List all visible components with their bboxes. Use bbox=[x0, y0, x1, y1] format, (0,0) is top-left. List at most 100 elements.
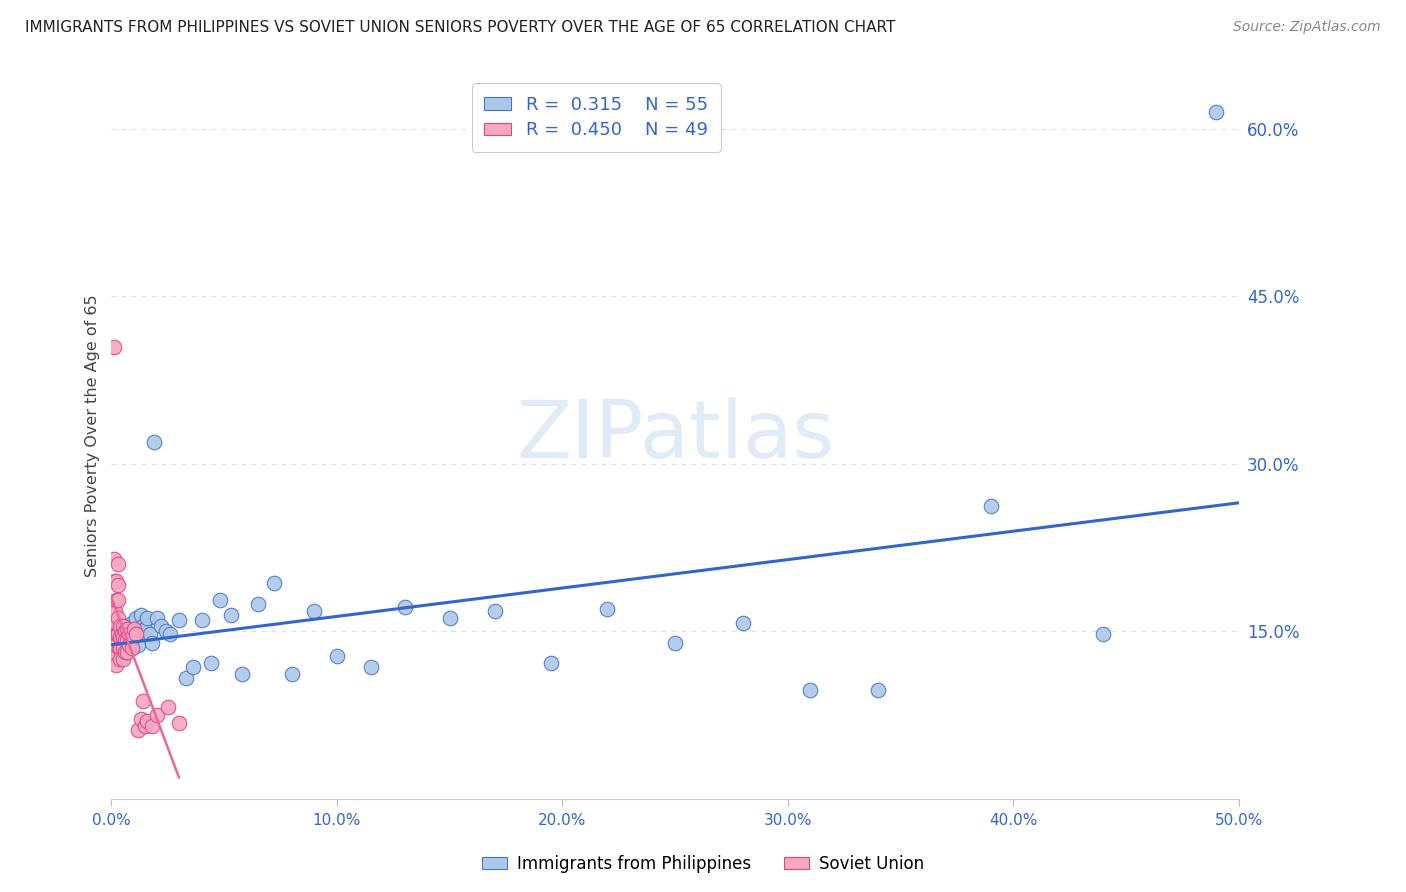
Point bbox=[103, 597, 125, 611]
Point bbox=[118, 624, 141, 639]
Point bbox=[136, 714, 159, 728]
Point bbox=[394, 599, 416, 614]
Point bbox=[110, 626, 132, 640]
Point bbox=[105, 626, 128, 640]
Point bbox=[107, 647, 129, 661]
Point bbox=[110, 635, 132, 649]
Point bbox=[127, 723, 149, 737]
Point bbox=[664, 635, 686, 649]
Point bbox=[114, 644, 136, 658]
Point bbox=[125, 626, 148, 640]
Point bbox=[866, 682, 889, 697]
Legend: Immigrants from Philippines, Soviet Union: Immigrants from Philippines, Soviet Unio… bbox=[475, 848, 931, 880]
Point bbox=[118, 638, 141, 652]
Point bbox=[104, 593, 127, 607]
Point bbox=[103, 340, 125, 354]
Point bbox=[145, 708, 167, 723]
Point bbox=[107, 611, 129, 625]
Point bbox=[263, 576, 285, 591]
Point bbox=[731, 615, 754, 630]
Point bbox=[114, 633, 136, 648]
Point bbox=[141, 719, 163, 733]
Point bbox=[167, 716, 190, 731]
Point bbox=[208, 593, 231, 607]
Point bbox=[1205, 105, 1227, 120]
Text: ZIPatlas: ZIPatlas bbox=[516, 397, 834, 475]
Point bbox=[155, 624, 177, 639]
Point bbox=[107, 593, 129, 607]
Point bbox=[200, 656, 222, 670]
Y-axis label: Seniors Poverty Over the Age of 65: Seniors Poverty Over the Age of 65 bbox=[86, 294, 100, 577]
Point bbox=[122, 622, 145, 636]
Point bbox=[181, 660, 204, 674]
Point bbox=[110, 630, 132, 644]
Point bbox=[484, 604, 506, 618]
Point bbox=[304, 604, 326, 618]
Point bbox=[104, 574, 127, 589]
Point bbox=[107, 577, 129, 591]
Point bbox=[125, 611, 148, 625]
Point bbox=[231, 667, 253, 681]
Point bbox=[799, 682, 821, 697]
Point bbox=[121, 641, 143, 656]
Point bbox=[190, 613, 212, 627]
Point bbox=[134, 622, 156, 636]
Point bbox=[439, 611, 461, 625]
Point bbox=[122, 630, 145, 644]
Point bbox=[127, 626, 149, 640]
Point bbox=[104, 652, 127, 666]
Point bbox=[129, 712, 152, 726]
Point bbox=[111, 652, 134, 666]
Point bbox=[281, 667, 304, 681]
Point bbox=[108, 641, 131, 656]
Point bbox=[110, 641, 132, 656]
Point bbox=[132, 694, 155, 708]
Point bbox=[219, 607, 242, 622]
Point bbox=[114, 644, 136, 658]
Point bbox=[104, 615, 127, 630]
Legend: R =  0.315    N = 55, R =  0.450    N = 49: R = 0.315 N = 55, R = 0.450 N = 49 bbox=[472, 84, 721, 152]
Point bbox=[110, 652, 132, 666]
Point bbox=[596, 602, 619, 616]
Point bbox=[115, 633, 138, 648]
Text: IMMIGRANTS FROM PHILIPPINES VS SOVIET UNION SENIORS POVERTY OVER THE AGE OF 65 C: IMMIGRANTS FROM PHILIPPINES VS SOVIET UN… bbox=[25, 20, 896, 35]
Point bbox=[139, 626, 162, 640]
Point bbox=[159, 626, 181, 640]
Point bbox=[111, 626, 134, 640]
Point bbox=[111, 619, 134, 633]
Point bbox=[118, 632, 141, 647]
Point bbox=[115, 644, 138, 658]
Point bbox=[115, 619, 138, 633]
Point bbox=[174, 672, 197, 686]
Point bbox=[132, 619, 155, 633]
Point bbox=[107, 626, 129, 640]
Point bbox=[103, 649, 125, 664]
Point bbox=[167, 613, 190, 627]
Point bbox=[114, 624, 136, 639]
Point bbox=[540, 656, 562, 670]
Point bbox=[104, 658, 127, 673]
Point bbox=[127, 638, 149, 652]
Point bbox=[150, 619, 173, 633]
Point bbox=[129, 607, 152, 622]
Point bbox=[145, 611, 167, 625]
Point bbox=[141, 635, 163, 649]
Point bbox=[111, 630, 134, 644]
Point bbox=[980, 500, 1002, 514]
Point bbox=[156, 700, 179, 714]
Point bbox=[1092, 626, 1115, 640]
Point bbox=[103, 626, 125, 640]
Point bbox=[111, 641, 134, 656]
Point bbox=[121, 630, 143, 644]
Point bbox=[111, 649, 134, 664]
Point bbox=[134, 719, 156, 733]
Point bbox=[103, 552, 125, 566]
Point bbox=[143, 434, 166, 449]
Point bbox=[360, 660, 382, 674]
Point bbox=[122, 622, 145, 636]
Point bbox=[115, 638, 138, 652]
Point bbox=[104, 638, 127, 652]
Point bbox=[121, 641, 143, 656]
Point bbox=[136, 611, 159, 625]
Point bbox=[115, 622, 138, 636]
